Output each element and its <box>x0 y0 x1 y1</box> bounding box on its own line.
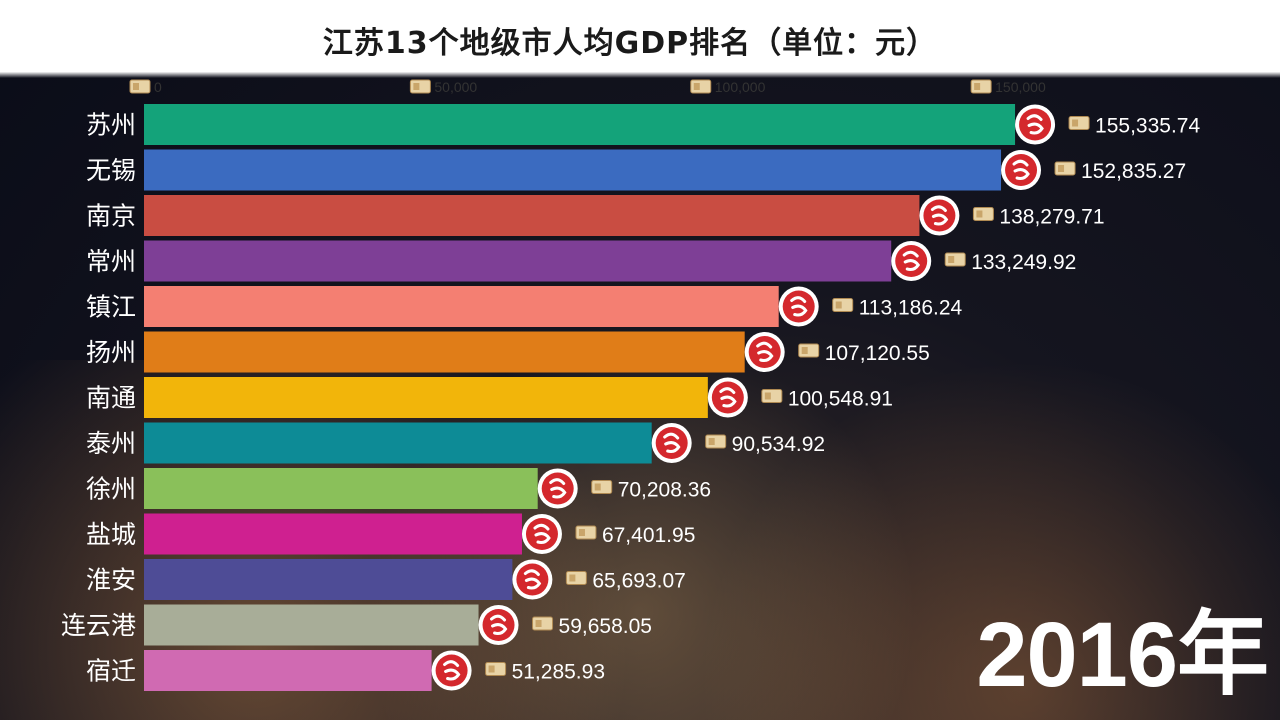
category-label: 盐城 <box>86 521 136 549</box>
value-label: 113,186.24 <box>859 297 963 320</box>
bar <box>144 331 745 373</box>
bar <box>144 377 708 418</box>
value-money-icon <box>832 298 854 312</box>
category-label: 泰州 <box>86 430 136 458</box>
value-money-icon <box>532 616 554 631</box>
value-money-icon <box>798 343 820 358</box>
value-label: 67,401.95 <box>602 524 695 547</box>
bar-logo-icon <box>919 195 960 236</box>
value-label: 138,279.71 <box>999 206 1104 229</box>
bar-logo-icon <box>744 332 785 372</box>
bar-row: 淮安 65,693.07 <box>86 559 686 600</box>
category-label: 宿迁 <box>86 658 136 686</box>
bar-row: 南京 138,279.71 <box>86 195 1105 236</box>
bar <box>144 422 652 464</box>
category-label: 常州 <box>86 248 136 276</box>
chart-title: 江苏13个地级市人均GDP排名（单位：元） <box>322 26 938 61</box>
bar-row: 徐州 70,208.36 <box>86 468 711 509</box>
value-label: 152,835.27 <box>1081 160 1186 183</box>
category-label: 南通 <box>86 385 136 413</box>
bar-row: 镇江 113,186.24 <box>86 286 963 327</box>
value-money-icon <box>761 389 783 403</box>
bar-row: 扬州 107,120.55 <box>86 331 930 373</box>
value-money-icon <box>485 662 507 676</box>
category-label: 苏州 <box>86 112 136 140</box>
x-tick-label: 50,000 <box>434 79 477 95</box>
bar-row: 无锡 152,835.27 <box>86 149 1186 191</box>
bar-row: 泰州 90,534.92 <box>86 422 825 464</box>
bar <box>144 559 513 600</box>
value-money-icon <box>591 480 613 494</box>
bar <box>144 104 1016 145</box>
title-bar: 江苏13个地级市人均GDP排名（单位：元） <box>0 0 1280 78</box>
category-label: 扬州 <box>86 339 136 367</box>
value-label: 51,285.93 <box>512 661 605 684</box>
bar-logo-icon <box>1015 104 1056 145</box>
category-label: 淮安 <box>86 567 136 595</box>
x-tick-label: 100,000 <box>715 79 766 95</box>
bar-logo-icon <box>651 423 692 463</box>
category-label: 镇江 <box>86 294 136 322</box>
bar <box>144 468 538 509</box>
bar-logo-icon <box>537 468 578 509</box>
bar-logo-icon <box>478 605 519 645</box>
bar <box>144 604 479 646</box>
value-money-icon <box>944 252 966 267</box>
bar <box>144 240 892 282</box>
bar <box>144 195 920 236</box>
value-money-icon <box>1054 161 1076 176</box>
bar <box>144 286 779 327</box>
value-money-icon <box>972 207 994 221</box>
value-money-icon <box>565 571 587 585</box>
value-label: 70,208.36 <box>618 479 711 502</box>
value-label: 100,548.91 <box>788 388 893 411</box>
bar-logo-icon <box>707 377 748 418</box>
category-label: 无锡 <box>86 157 136 185</box>
bar <box>144 149 1002 191</box>
axis-tick-money-icon <box>690 79 712 94</box>
value-label: 155,335.74 <box>1095 115 1200 138</box>
bar-row: 苏州 155,335.74 <box>86 104 1200 145</box>
category-label: 徐州 <box>86 476 136 504</box>
bar-logo-icon <box>431 650 472 691</box>
bar-logo-icon <box>778 286 819 327</box>
year-label: 2016年 <box>976 604 1269 706</box>
category-label: 南京 <box>86 203 136 231</box>
bar-logo-icon <box>1001 150 1042 190</box>
bar-row: 宿迁 51,285.93 <box>86 650 605 691</box>
value-money-icon <box>575 525 597 540</box>
axis-tick-money-icon <box>970 79 992 94</box>
value-label: 59,658.05 <box>559 615 652 638</box>
x-tick-label: 150,000 <box>995 79 1046 95</box>
value-money-icon <box>705 434 727 449</box>
bar <box>144 513 522 555</box>
bar-logo-icon <box>891 241 932 281</box>
bar-logo-icon <box>521 514 562 554</box>
bar-row: 南通 100,548.91 <box>86 377 893 418</box>
bar <box>144 650 432 691</box>
value-label: 65,693.07 <box>592 570 685 593</box>
value-label: 90,534.92 <box>732 433 825 456</box>
bar-logo-icon <box>512 559 553 600</box>
category-label: 连云港 <box>61 612 136 640</box>
bar-row: 盐城 67,401.95 <box>86 513 695 555</box>
bar-row: 常州 133,249.92 <box>86 240 1076 282</box>
x-tick-label: 0 <box>154 79 162 95</box>
bar-row: 连云港 59,658.05 <box>61 604 652 646</box>
value-money-icon <box>1068 116 1090 130</box>
value-label: 107,120.55 <box>825 342 930 365</box>
axis-tick-money-icon <box>129 79 151 94</box>
value-label: 133,249.92 <box>971 251 1076 274</box>
axis-tick-money-icon <box>409 79 431 94</box>
